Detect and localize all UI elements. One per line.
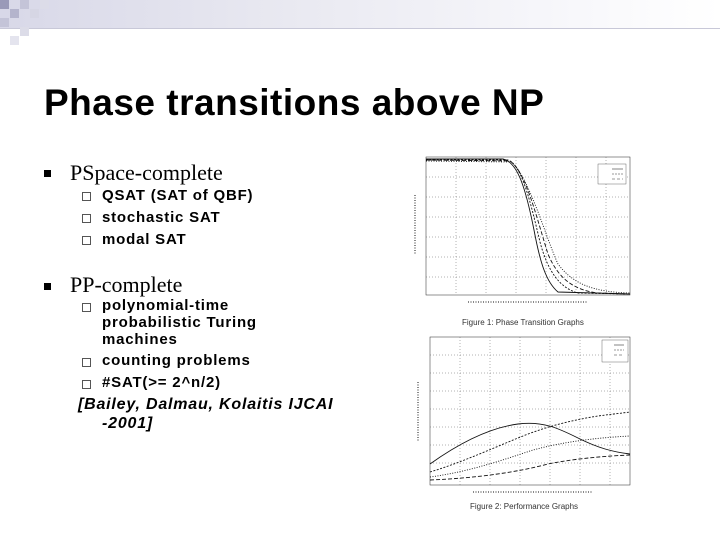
citation-line2: -2001] — [102, 415, 154, 432]
bullet-square-icon — [44, 283, 51, 290]
checkbox-square-icon — [82, 214, 91, 223]
subitem-modal-sat: modal SAT — [102, 231, 187, 248]
figure1-caption: Figure 1: Phase Transition Graphs — [462, 318, 584, 327]
checkbox-square-icon — [82, 303, 91, 312]
bullet-pp-complete: PP-complete — [70, 272, 183, 297]
subitem-polynomial-time-line3: machines — [102, 331, 178, 348]
citation-line1: [Bailey, Dalmau, Kolaitis IJCAI — [78, 396, 334, 413]
bullet-square-icon — [44, 170, 51, 177]
phase-transition-figure — [414, 156, 631, 303]
subitem-counting-problems: counting problems — [102, 352, 251, 369]
checkbox-square-icon — [82, 192, 91, 201]
bullet-pspace-complete: PSpace-complete — [70, 160, 223, 185]
slide-title: Phase transitions above NP — [44, 82, 545, 123]
subitem-polynomial-time-line2: probabilistic Turing — [102, 314, 257, 331]
header-gradient-bar — [0, 0, 720, 28]
subitem-polynomial-time-line1: polynomial-time — [102, 297, 230, 314]
subitem-sharp-sat: #SAT(>= 2^n/2) — [102, 374, 221, 391]
header-divider — [0, 28, 720, 29]
performance-figure — [417, 336, 631, 493]
checkbox-square-icon — [82, 358, 91, 367]
checkbox-square-icon — [82, 380, 91, 389]
subitem-qsat: QSAT (SAT of QBF) — [102, 187, 254, 204]
subitem-stochastic-sat: stochastic SAT — [102, 209, 221, 226]
figure2-caption: Figure 2: Performance Graphs — [470, 502, 579, 511]
checkbox-square-icon — [82, 236, 91, 245]
